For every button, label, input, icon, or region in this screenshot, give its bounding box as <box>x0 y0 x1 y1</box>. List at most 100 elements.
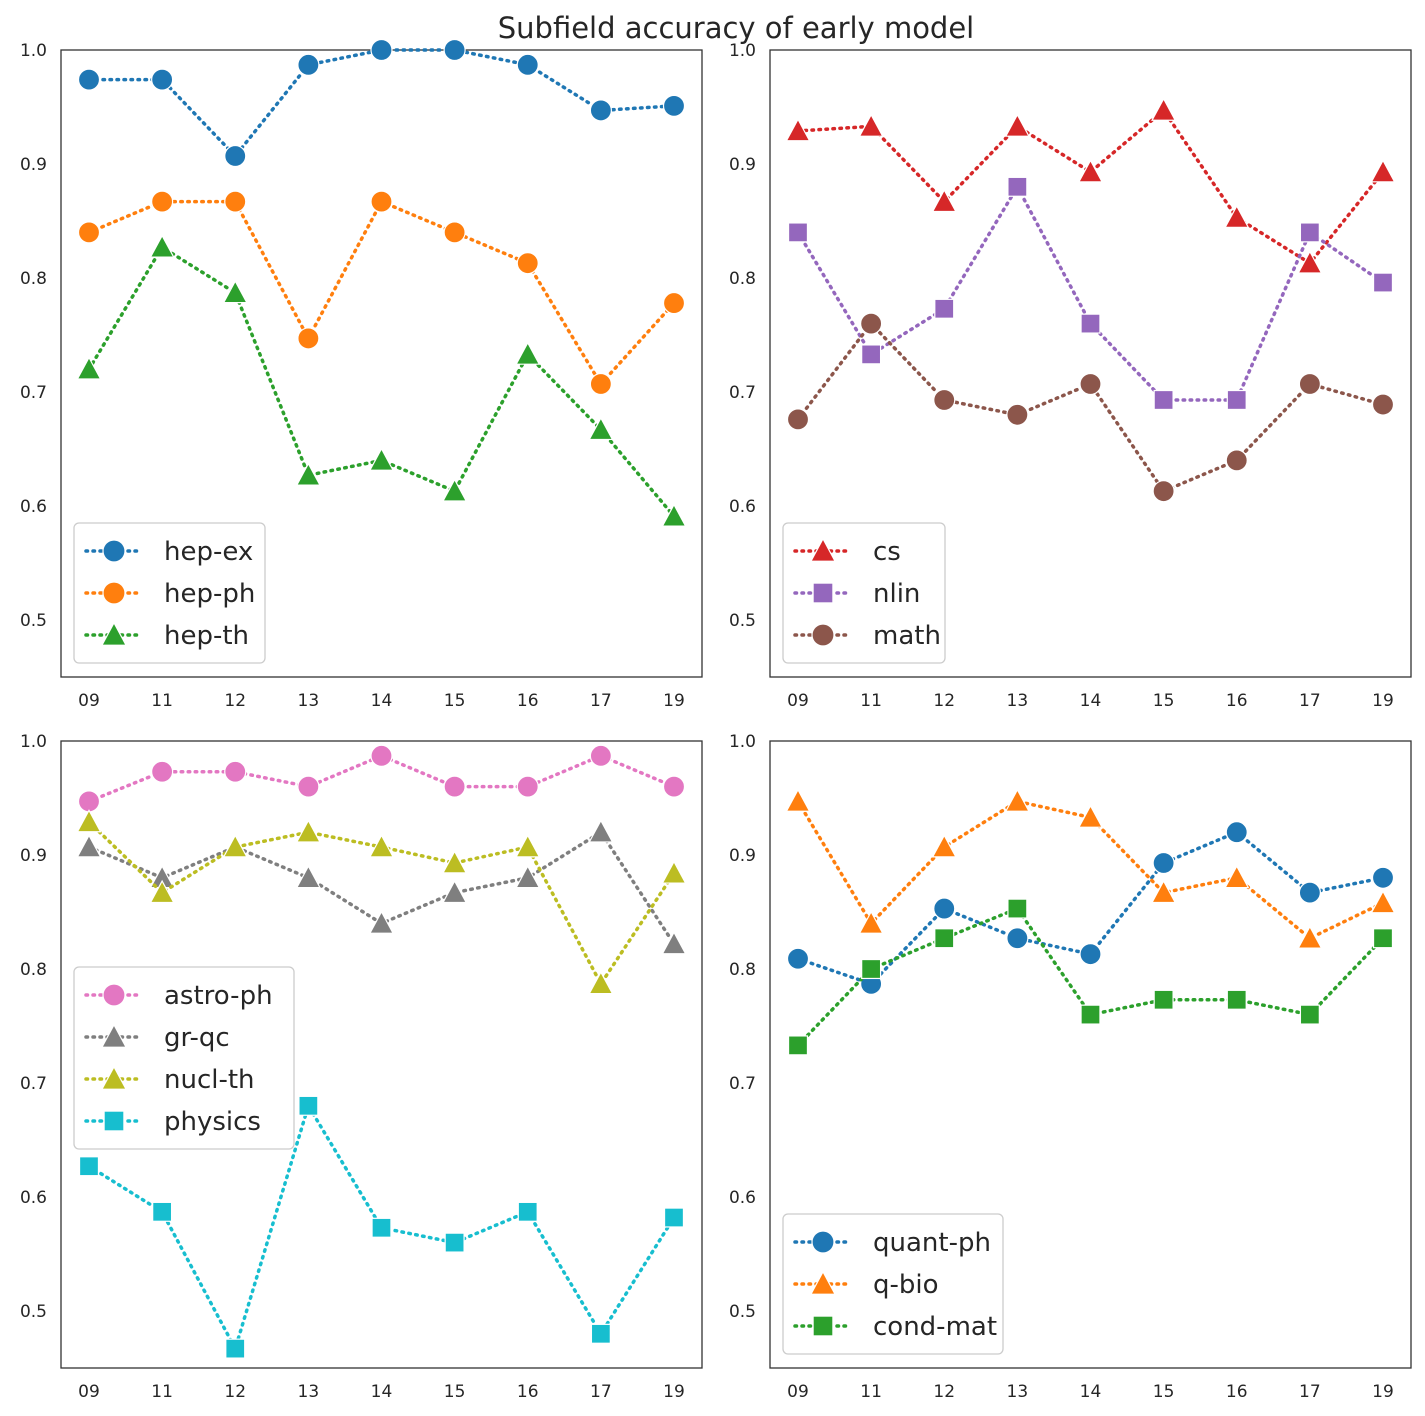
y-tick-label: 0.7 <box>20 383 47 403</box>
legend-label: hep-th <box>164 621 249 651</box>
x-tick-label: 11 <box>151 691 173 711</box>
plot-area <box>769 740 1412 1369</box>
plot-area <box>769 49 1412 678</box>
chart-title: Subfield accuracy of early model <box>498 11 975 45</box>
data-point <box>517 1201 538 1222</box>
data-point <box>295 864 321 889</box>
data-point <box>516 775 539 798</box>
data-point <box>1224 864 1250 889</box>
x-tick-label: 09 <box>78 1382 100 1402</box>
data-point <box>858 910 884 934</box>
data-point <box>1077 159 1104 183</box>
series-line <box>796 320 1385 494</box>
x-tick-label: 12 <box>224 691 246 711</box>
legend: cs nlin math <box>782 522 946 664</box>
data-point <box>933 388 956 412</box>
data-point <box>77 221 101 244</box>
data-point <box>370 744 393 767</box>
x-tick-label: 13 <box>298 691 320 711</box>
data-point <box>151 190 174 213</box>
legend-entry-hep-ex: hep-ex <box>84 537 253 567</box>
chart-panel-4: 09 11 12 13 14 15 16 17 19 0.5 0.6 0.7 0.8 0.9 1.0 quan… <box>729 732 1412 1402</box>
data-point <box>1077 804 1104 828</box>
legend-marker <box>812 1315 834 1337</box>
data-point <box>1370 890 1396 914</box>
data-point <box>860 312 883 335</box>
y-tick-label: 0.6 <box>20 497 47 517</box>
data-point <box>368 447 395 471</box>
chart-panel-3: 09 11 12 13 14 15 16 17 19 0.5 0.6 0.7 0.8 0.9 1.0 astr… <box>20 732 703 1402</box>
data-point <box>1370 159 1396 183</box>
legend: hep-ex hep-ph hep-th <box>73 522 266 664</box>
data-point <box>1006 403 1029 426</box>
legend-label: quant-ph <box>873 1228 991 1258</box>
data-point <box>1372 928 1394 949</box>
chart-panel-2: 09 11 12 13 14 15 16 17 19 0.5 0.6 0.7 0.8 0.9 1.0 cs nl… <box>729 41 1412 711</box>
data-point <box>1298 881 1321 904</box>
y-tick-label: 0.8 <box>729 269 756 289</box>
legend-marker <box>103 1110 125 1132</box>
x-tick-label: 13 <box>298 1382 320 1402</box>
data-point <box>442 478 468 502</box>
data-point <box>661 503 687 527</box>
data-point <box>297 775 320 798</box>
data-point <box>224 190 247 213</box>
x-tick-label: 16 <box>1226 691 1248 711</box>
x-tick-label: 19 <box>663 691 685 711</box>
data-point <box>931 188 957 213</box>
data-point <box>77 790 101 813</box>
x-tick-label: 14 <box>1080 1382 1102 1402</box>
legend-label: cond-mat <box>873 1312 997 1342</box>
data-point <box>368 834 395 858</box>
data-point <box>1151 879 1177 904</box>
data-point <box>443 775 466 798</box>
series-line <box>87 199 676 387</box>
x-tick-label: 17 <box>1299 1382 1321 1402</box>
data-point <box>371 1217 392 1238</box>
legend-label: nucl-th <box>164 1065 255 1095</box>
y-tick-label: 0.6 <box>20 1188 47 1208</box>
series-cs <box>785 97 1396 274</box>
data-point <box>786 947 810 970</box>
data-point <box>516 53 539 76</box>
y-tick-label: 0.5 <box>729 1302 756 1322</box>
legend-box <box>782 1213 1004 1355</box>
legend-entry-hep-th: hep-th <box>84 621 249 651</box>
series-line <box>87 48 676 159</box>
data-point <box>1006 927 1029 950</box>
y-tick-label: 0.9 <box>729 846 756 866</box>
y-tick-label: 0.8 <box>20 269 47 289</box>
series-math <box>786 312 1395 503</box>
series-line <box>796 183 1385 402</box>
data-point <box>590 1323 611 1344</box>
data-point <box>861 958 882 980</box>
data-point <box>1225 449 1248 472</box>
legend-entry-quant-ph: quant-ph <box>793 1228 991 1258</box>
legend-label: gr-qc <box>164 1023 230 1053</box>
legend-marker <box>100 621 128 646</box>
legend-label: physics <box>164 1107 261 1137</box>
data-point <box>76 834 102 858</box>
series-physics <box>78 1095 685 1359</box>
x-tick-label: 17 <box>1299 691 1321 711</box>
data-point <box>663 1207 685 1228</box>
data-point <box>588 971 614 995</box>
legend-entry-cond-mat: cond-mat <box>793 1312 997 1342</box>
data-point <box>515 834 541 858</box>
legend-label: cs <box>873 537 901 567</box>
legend-marker <box>812 582 834 604</box>
y-tick-label: 1.0 <box>729 41 756 61</box>
y-tick-label: 0.9 <box>20 846 47 866</box>
x-tick-label: 12 <box>933 1382 955 1402</box>
series-line <box>87 753 676 804</box>
x-tick-label: 16 <box>517 691 539 711</box>
data-point <box>1152 851 1175 875</box>
x-tick-label: 15 <box>444 1382 466 1402</box>
data-point <box>661 931 687 955</box>
data-point <box>443 38 466 62</box>
x-tick-label: 19 <box>663 1382 685 1402</box>
x-tick-label: 13 <box>1007 1382 1029 1402</box>
data-point <box>225 1338 246 1359</box>
data-point <box>934 928 955 949</box>
data-point <box>1080 1004 1101 1025</box>
